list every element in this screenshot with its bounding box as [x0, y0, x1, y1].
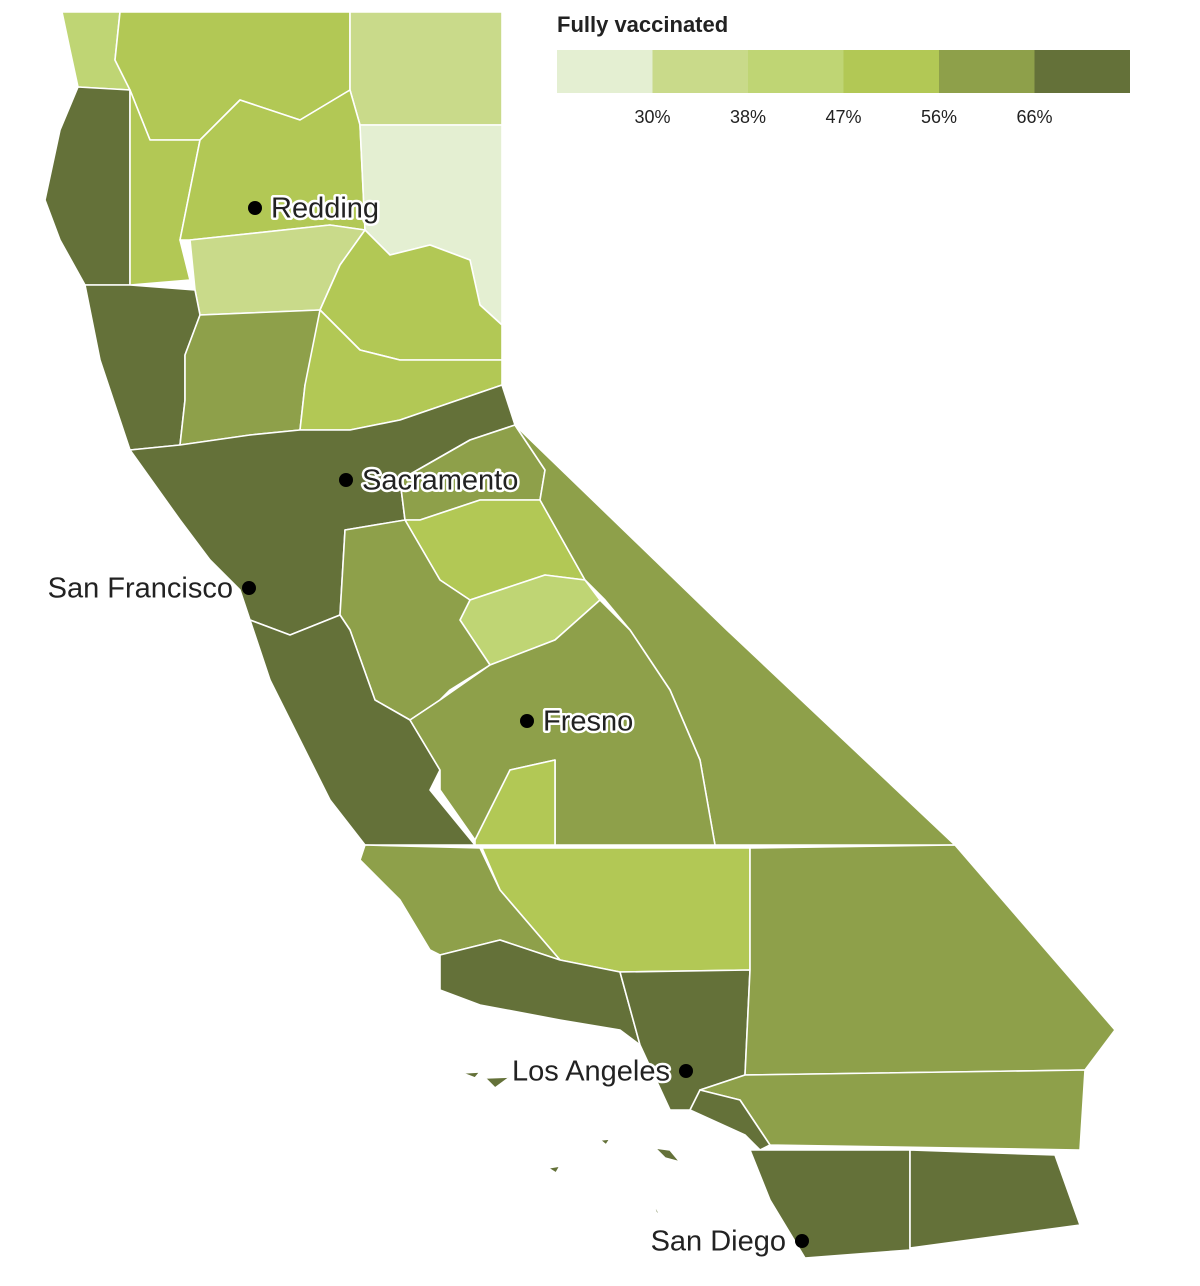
legend-swatch — [652, 50, 748, 93]
city-label: Redding — [271, 193, 379, 225]
city-dot — [679, 1064, 693, 1078]
legend-tick-label: 56% — [921, 107, 957, 127]
legend-title: Fully vaccinated — [557, 12, 728, 37]
county — [599, 1138, 611, 1146]
county — [744, 844, 1116, 1076]
city-label: San Diego — [651, 1226, 786, 1258]
legend-swatch — [748, 50, 844, 93]
county — [547, 1165, 561, 1174]
county — [651, 1199, 669, 1226]
county — [249, 614, 476, 846]
county — [654, 1147, 681, 1163]
city-label: Sacramento — [362, 465, 518, 497]
city-dot — [242, 581, 256, 595]
county — [474, 759, 556, 846]
county — [439, 939, 641, 1046]
city-dot — [795, 1234, 809, 1248]
county — [44, 86, 131, 286]
city-label: San Francisco — [48, 573, 233, 605]
city-label: Los Angeles — [512, 1056, 670, 1088]
legend: Fully vaccinated 30% 38% 47% 56% 66% — [557, 12, 1130, 127]
counties — [44, 11, 1116, 1259]
city-label: Fresno — [543, 706, 633, 738]
legend-swatch — [843, 50, 939, 93]
county — [484, 1076, 511, 1089]
legend-tick-label: 30% — [634, 107, 670, 127]
county — [319, 229, 503, 361]
legend-swatch — [939, 50, 1035, 93]
county — [349, 11, 503, 126]
county — [461, 1071, 481, 1079]
city-dot — [520, 714, 534, 728]
legend-swatch — [557, 50, 653, 93]
legend-tick-label: 66% — [1016, 107, 1052, 127]
legend-tick-label: 47% — [825, 107, 861, 127]
county — [909, 1149, 1081, 1249]
city-dot — [248, 201, 262, 215]
legend-swatch — [1034, 50, 1130, 93]
city-dot — [339, 473, 353, 487]
cities: Redding Sacramento San Francisco Fresno Los … — [45, 190, 809, 1260]
legend-tick-label: 38% — [730, 107, 766, 127]
